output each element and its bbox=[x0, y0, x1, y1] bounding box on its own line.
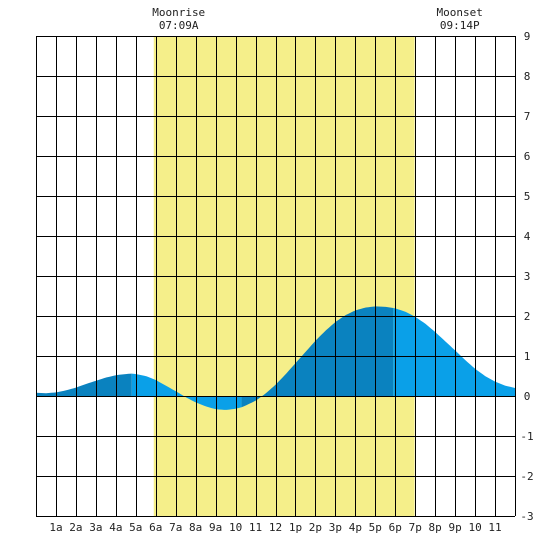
y-tick-label: -3 bbox=[520, 510, 533, 523]
x-tick-label: 4p bbox=[349, 521, 362, 534]
x-tick-label: 7p bbox=[409, 521, 422, 534]
y-tick-label: 7 bbox=[524, 110, 531, 123]
moon-event-label: Moonrise bbox=[152, 6, 205, 19]
x-tick-label: 6p bbox=[389, 521, 402, 534]
tide-segment bbox=[393, 308, 515, 396]
x-tick-label: 3a bbox=[89, 521, 102, 534]
x-tick-label: 11 bbox=[488, 521, 501, 534]
x-tick-label: 2a bbox=[69, 521, 82, 534]
y-axis-ticks: -3 -2 -1 0 1 2 3 4 5 6 7 8 9 bbox=[520, 30, 533, 523]
x-tick-label: 10 bbox=[229, 521, 242, 534]
x-tick-label: 9a bbox=[209, 521, 222, 534]
x-tick-label: 2p bbox=[309, 521, 322, 534]
x-tick-label: 6a bbox=[149, 521, 162, 534]
x-tick-label: 5a bbox=[129, 521, 142, 534]
moon-event-time: 07:09A bbox=[159, 19, 199, 32]
y-tick-label: -1 bbox=[520, 430, 533, 443]
x-axis-ticks: 1a 2a 3a 4a 5a 6a 7a 8a 9a 10 11 12 1p 2p 3p 4p 5p 6p 7p 8p… bbox=[49, 521, 501, 534]
y-tick-label: 0 bbox=[524, 390, 531, 403]
x-tick-label: 5p bbox=[369, 521, 382, 534]
x-tick-label: 8p bbox=[429, 521, 442, 534]
x-tick-label: 10 bbox=[468, 521, 481, 534]
x-tick-label: 9p bbox=[449, 521, 462, 534]
chart-grid bbox=[36, 36, 516, 517]
x-tick-label: 8a bbox=[189, 521, 202, 534]
y-tick-label: 5 bbox=[524, 190, 531, 203]
x-tick-label: 11 bbox=[249, 521, 262, 534]
x-tick-label: 1p bbox=[289, 521, 302, 534]
x-tick-label: 12 bbox=[269, 521, 282, 534]
y-tick-label: 3 bbox=[524, 270, 531, 283]
moon-event-time: 09:14P bbox=[440, 19, 480, 32]
y-tick-label: -2 bbox=[520, 470, 533, 483]
x-tick-label: 3p bbox=[329, 521, 342, 534]
y-tick-label: 8 bbox=[524, 70, 531, 83]
y-tick-label: 4 bbox=[524, 230, 531, 243]
x-tick-label: 7a bbox=[169, 521, 182, 534]
y-tick-label: 9 bbox=[524, 30, 531, 43]
x-tick-label: 1a bbox=[49, 521, 62, 534]
y-tick-label: 1 bbox=[524, 350, 531, 363]
tide-segment bbox=[36, 373, 132, 396]
tide-segment bbox=[131, 373, 242, 410]
moon-event-label: Moonset bbox=[437, 6, 483, 19]
x-tick-label: 4a bbox=[109, 521, 122, 534]
y-tick-label: 2 bbox=[524, 310, 531, 323]
y-tick-label: 6 bbox=[524, 150, 531, 163]
